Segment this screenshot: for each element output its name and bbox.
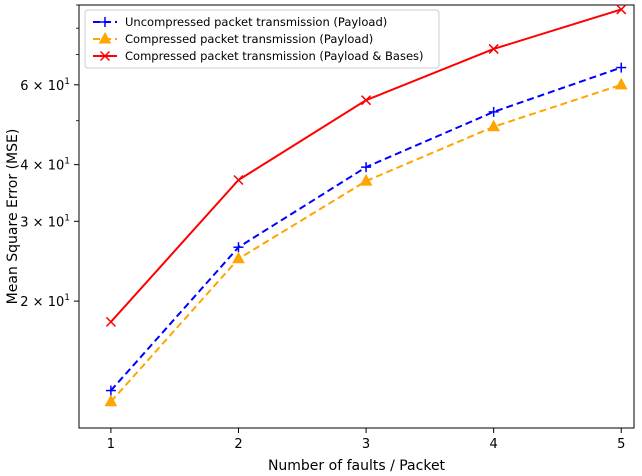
legend-item: Compressed packet transmission (Payload) [93,31,373,46]
y-axis-label: Mean Square Error (MSE) [5,129,21,305]
data-point [233,242,244,253]
x-tick-label: 1 [107,437,115,452]
legend-box [84,9,440,69]
x-marker-b [616,4,627,15]
data-point [361,95,372,106]
series-line-1 [110,66,622,392]
series-line-2 [110,83,622,403]
data-point [233,174,244,186]
legend-label: Compressed packet transmission (Payload … [125,49,424,63]
y-tick-label: 4 × 101 [20,157,70,174]
x-axis-label: Number of faults / Packet [268,458,446,474]
data-point [488,106,499,117]
x-marker-b [233,174,244,186]
legend-marker [99,50,111,62]
axes: 1 2 3 4 5 2 × 101 3 × 101 4 × 101 6 × 101 [20,4,635,452]
x-marker-b [361,95,372,106]
series-layer [104,4,628,407]
x-marker-b [488,43,499,54]
x-tick-label: 4 [490,437,498,452]
data-point [105,316,116,327]
x-tick-label: 2 [234,437,242,452]
plot-frame [78,4,635,429]
data-point [105,385,116,396]
data-point [232,251,245,264]
data-point [488,43,499,54]
data-point [616,4,627,15]
legend-marker [100,17,110,27]
y-tick-label: 6 × 101 [20,77,70,94]
data-point [616,62,627,73]
legend-label: Uncompressed packet transmission (Payloa… [125,15,387,29]
legend-label: Compressed packet transmission (Payload) [125,32,373,46]
data-point [104,394,118,407]
legend: Uncompressed packet transmission (Payloa… [84,9,440,69]
x-marker-b [99,50,111,62]
data-point [359,174,373,186]
y-tick-label: 2 × 101 [20,293,70,310]
legend-marker [98,31,112,44]
data-point [614,77,628,90]
x-tick-label: 3 [362,437,370,452]
data-point [487,119,501,132]
data-point [361,162,372,173]
y-tick-label: 3 × 101 [20,213,70,230]
legend-item: Uncompressed packet transmission (Payloa… [93,15,387,29]
legend-item: Compressed packet transmission (Payload … [93,49,424,63]
x-tick-label: 5 [617,437,625,452]
x-marker-b [105,316,116,327]
